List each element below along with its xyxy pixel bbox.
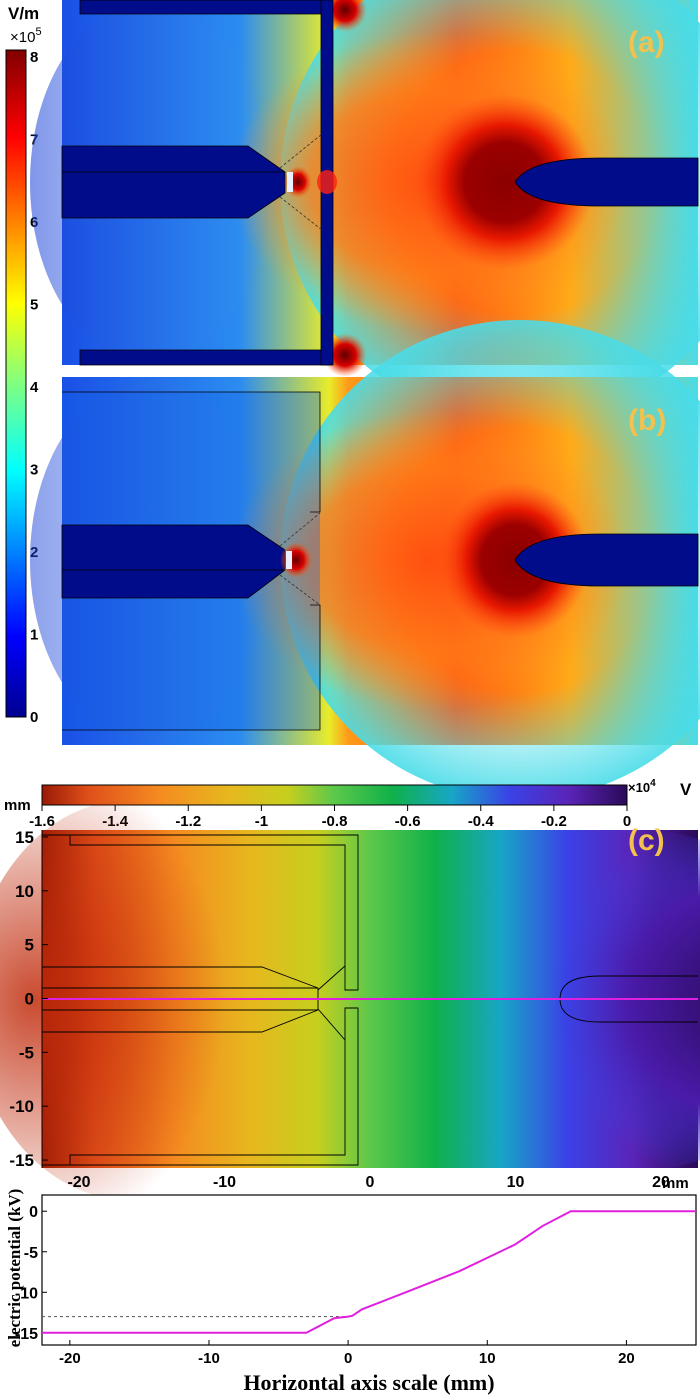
panel-a-label: (a) (628, 26, 665, 59)
panel-c-y-tick: 15 (15, 828, 34, 847)
line-plot-y-label: electric potential (kV) (5, 1189, 24, 1348)
line-plot-x-label: Horizontal axis scale (mm) (243, 1370, 494, 1395)
potential-colorbar-tick: -0.4 (468, 813, 495, 830)
potential-colorbar-tick: -0.6 (395, 813, 421, 830)
field-colorbar-multiplier: ×105 (10, 26, 42, 46)
panel-c-y-tick: -15 (9, 1151, 34, 1170)
panel-b-label: (b) (628, 404, 666, 437)
line-plot-y-tick: -15 (15, 1326, 38, 1343)
potential-line-plot: mm -20 -10 0 10 20 0 -5 -10 -15 electric potenti… (5, 1175, 697, 1395)
line-plot-x-tick: -20 (59, 1350, 81, 1367)
panel-c-y-tick: 10 (15, 882, 34, 901)
panel-c-y-tick: 5 (25, 936, 34, 955)
panel-c-y-unit: mm (4, 797, 31, 814)
line-plot-x-tick: 10 (479, 1350, 496, 1367)
line-plot-x-tick: -10 (198, 1350, 220, 1367)
potential-colorbar-unit: V (680, 780, 692, 799)
potential-colorbar-tick: -0.8 (322, 813, 348, 830)
line-plot-frame (41, 1194, 697, 1346)
line-plot-series (42, 1210, 696, 1334)
field-colorbar-tick: 3 (30, 462, 38, 479)
line-plot-x-tick: 0 (344, 1350, 352, 1367)
panel-c-x-tick: 10 (507, 1174, 525, 1191)
panel-c-y-tick: -5 (19, 1043, 34, 1062)
field-colorbar-tick: 5 (30, 297, 38, 314)
panel-c-y-tick: -10 (9, 1097, 34, 1116)
field-colorbar-tick: 0 (30, 709, 38, 726)
line-plot-x-unit: mm (662, 1175, 689, 1192)
field-colorbar-tick: 8 (30, 49, 38, 66)
panel-c-x-tick: -20 (67, 1174, 90, 1191)
panel-b: (b) (30, 320, 700, 800)
panel-c-y-tick: 0 (25, 990, 34, 1009)
line-plot-y-tick: -5 (24, 1245, 38, 1262)
potential-colorbar-tick: -1.6 (29, 813, 55, 830)
panel-c-x-tick: -10 (213, 1174, 236, 1191)
panel-c-label: (c) (628, 824, 665, 857)
line-plot-x-tick: 20 (618, 1350, 635, 1367)
line-plot-y-tick: 0 (29, 1204, 38, 1221)
potential-colorbar-tick: -1 (255, 813, 268, 830)
line-plot-y-tick: -10 (15, 1285, 38, 1302)
field-colorbar: V/m ×105 876543210 (5, 4, 42, 726)
field-colorbar-tick: 4 (30, 379, 39, 396)
potential-colorbar-multiplier: ×104 (628, 778, 656, 795)
field-colorbar-tick: 1 (30, 627, 38, 644)
potential-colorbar-tick: -0.2 (541, 813, 567, 830)
panel-c-x-tick: 0 (366, 1174, 375, 1191)
panel-a: (a) (30, 0, 700, 422)
panel-c-x-tick: 20 (652, 1174, 670, 1191)
potential-colorbar-tick: 0 (623, 813, 631, 830)
field-colorbar-ramp (5, 49, 27, 718)
field-colorbar-unit: V/m (8, 4, 39, 23)
